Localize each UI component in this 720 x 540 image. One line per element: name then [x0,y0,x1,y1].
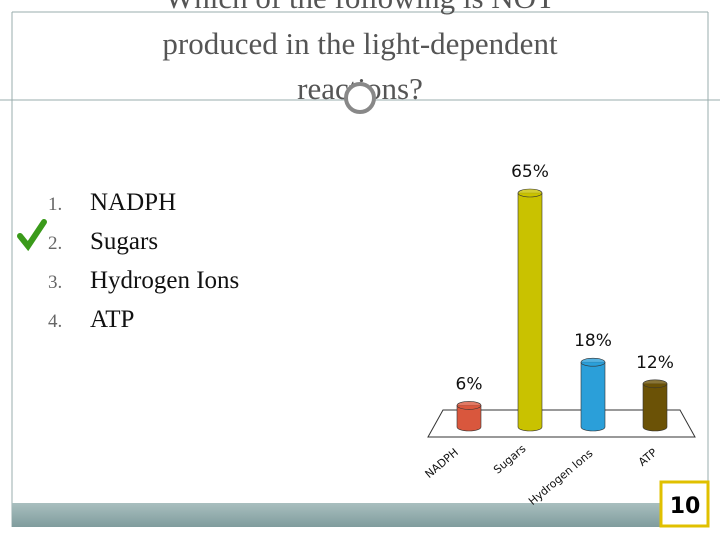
bar-top [456,401,482,410]
correct-check [17,219,47,252]
question-line: Which of the following is NOT [165,0,555,15]
x-tick-label: Sugars [491,442,529,477]
x-tick-label: Hydrogen Ions [526,447,596,508]
option-number: 1. [48,194,62,215]
option-text: ATP [90,306,134,333]
data-label: 18% [574,331,612,351]
option-number: 4. [48,311,62,332]
data-label: 6% [456,374,483,394]
data-label: 12% [636,353,674,373]
bar [456,405,482,432]
bar-top [580,357,606,367]
option-text: NADPH [90,189,176,216]
footer-band [12,503,708,527]
bar [580,361,606,432]
bar [517,192,543,432]
x-tick-label: ATP [636,446,660,469]
bar-top [642,379,668,389]
x-tick-label: NADPH [423,446,461,481]
option-number: 2. [48,233,62,254]
option-text: Sugars [90,228,158,255]
bar-top [517,188,543,198]
question-line: produced in the light-dependent [162,26,558,61]
counter: 10 [670,494,701,519]
bar [642,383,668,432]
counter-box [659,480,710,528]
chart-floor [427,409,696,438]
title-ornament [344,82,376,114]
option-text: Hydrogen Ions [90,267,239,294]
option-number: 3. [48,272,62,293]
data-label: 65% [511,162,549,182]
